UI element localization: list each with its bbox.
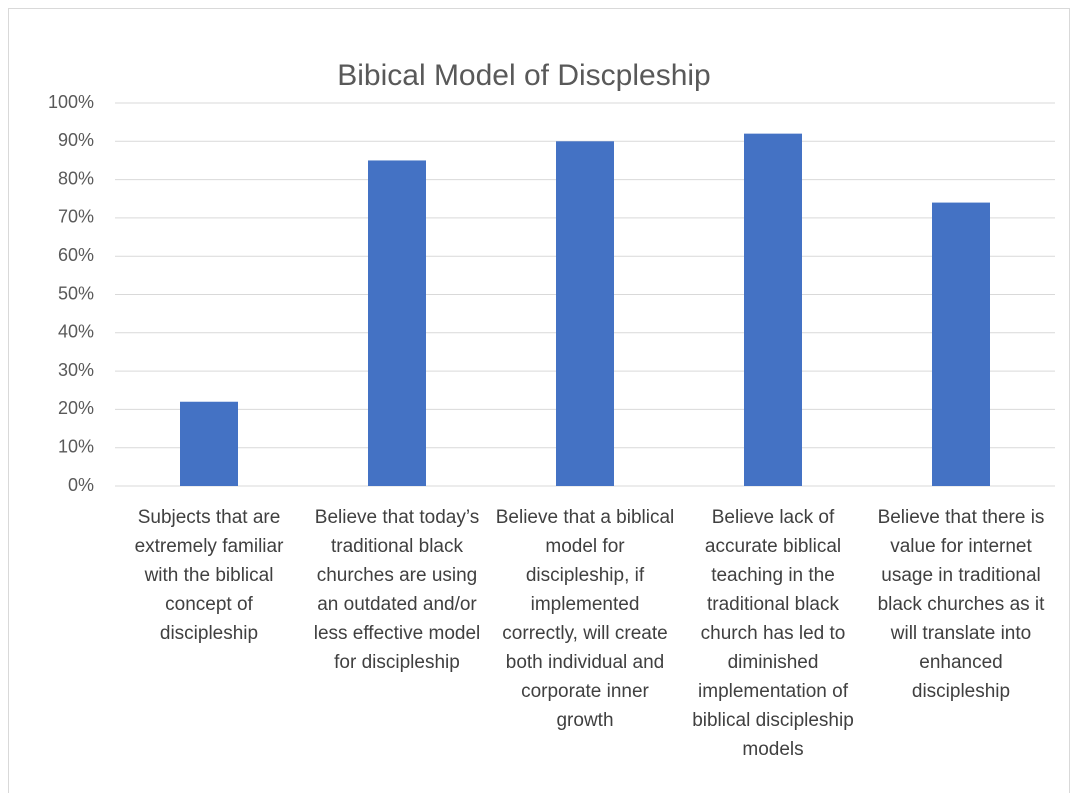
- bar: [932, 202, 990, 486]
- y-tick-label: 50%: [58, 283, 94, 303]
- bar: [180, 401, 238, 486]
- bar: [556, 141, 614, 487]
- x-tick-label: Believe that today’s traditional black c…: [313, 507, 481, 673]
- x-tick-label: Believe lack of accurate biblical teachi…: [692, 507, 854, 760]
- y-tick-label: 20%: [58, 398, 94, 418]
- y-tick-label: 10%: [58, 436, 94, 456]
- y-tick-label: 90%: [58, 130, 94, 150]
- x-tick-label: Subjects that are extremely familiar wit…: [134, 507, 284, 644]
- y-tick-label: 70%: [58, 207, 94, 227]
- chart-title: Bibical Model of Discpleship: [337, 59, 711, 92]
- y-tick-label: 0%: [68, 475, 94, 495]
- bar: [368, 160, 426, 486]
- y-tick-label: 80%: [58, 168, 94, 188]
- x-tick-label: Believe that there is value for internet…: [877, 507, 1045, 702]
- x-tick-label: Believe that a biblical model for discip…: [495, 507, 675, 731]
- chart-border: [8, 8, 1070, 793]
- y-tick-label: 60%: [58, 245, 94, 265]
- y-tick-label: 100%: [48, 92, 94, 112]
- y-tick-label: 30%: [58, 360, 94, 380]
- y-tick-label: 40%: [58, 322, 94, 342]
- bar: [744, 133, 802, 486]
